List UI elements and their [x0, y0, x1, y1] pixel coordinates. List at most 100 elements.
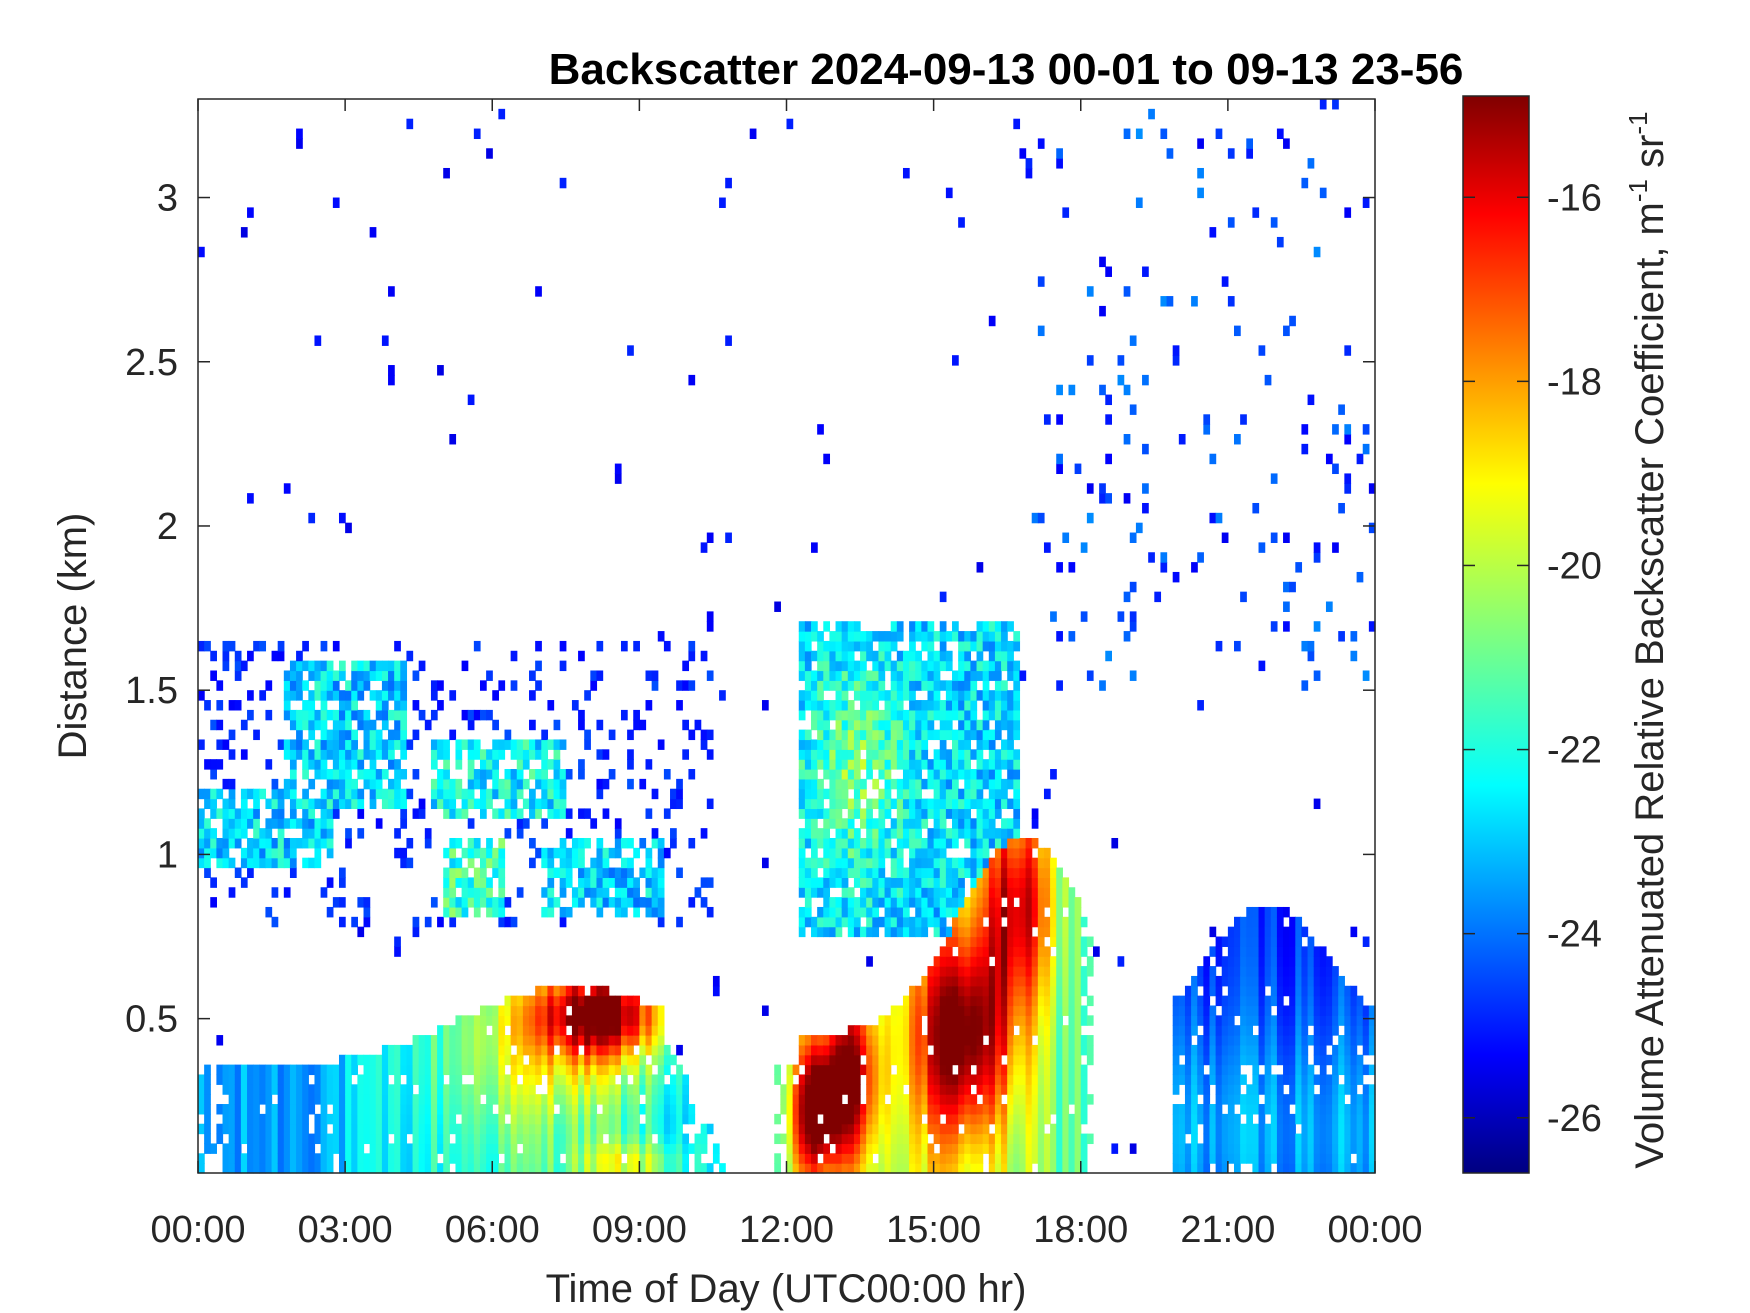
heatmap-cell [1031, 975, 1039, 987]
heatmap-cell [939, 621, 947, 632]
heatmap-cell [823, 660, 831, 672]
heatmap-cell [988, 729, 996, 741]
heatmap-cell [921, 621, 929, 632]
heatmap-cell [406, 857, 414, 869]
heatmap-cell [1295, 946, 1303, 957]
heatmap-cell [247, 1064, 254, 1076]
heatmap-cell [498, 897, 506, 908]
heatmap-cell [1197, 167, 1204, 179]
heatmap-cell [553, 1133, 561, 1145]
heatmap-cell [522, 739, 530, 750]
heatmap-cell [811, 542, 818, 553]
heatmap-cell [320, 1094, 328, 1105]
heatmap-cell [1344, 207, 1352, 218]
heatmap-cell [1350, 1044, 1358, 1056]
heatmap-cell [1191, 1025, 1198, 1036]
heatmap-cell [578, 1064, 585, 1076]
heatmap-cell [234, 660, 242, 672]
heatmap-cell [283, 1064, 291, 1076]
heatmap-cell [1056, 1104, 1063, 1115]
heatmap-cell [1246, 138, 1253, 149]
heatmap-cell [571, 1025, 579, 1036]
heatmap-cell [1031, 1094, 1039, 1105]
heatmap-cell [1307, 956, 1315, 967]
heatmap-cell [712, 1153, 720, 1164]
heatmap-cell [608, 1044, 616, 1056]
heatmap-cell [443, 847, 450, 859]
heatmap-cell [553, 1084, 561, 1095]
heatmap-cell [504, 1153, 512, 1164]
heatmap-cell [939, 1133, 947, 1145]
heatmap-cell [823, 857, 831, 869]
heatmap-cell [786, 1163, 794, 1174]
heatmap-cell [927, 867, 935, 878]
heatmap-cell [798, 1133, 806, 1145]
heatmap-cell [835, 926, 843, 938]
heatmap-cell [915, 916, 922, 928]
heatmap-cell [1283, 601, 1290, 612]
heatmap-cell [559, 867, 567, 878]
heatmap-cell [645, 1044, 653, 1056]
heatmap-cell [314, 857, 322, 869]
heatmap-cell [578, 1084, 585, 1095]
heatmap-cell [369, 1074, 377, 1085]
heatmap-cell [547, 1084, 555, 1095]
heatmap-cell [1319, 985, 1327, 997]
heatmap-cell [216, 759, 224, 770]
heatmap-cell [565, 1153, 573, 1164]
heatmap-cell [504, 1035, 512, 1046]
heatmap-cell [265, 857, 273, 869]
heatmap-cell [952, 995, 959, 1007]
heatmap-cell [388, 798, 395, 810]
heatmap-cell [467, 394, 475, 406]
heatmap-cell [449, 1064, 457, 1076]
heatmap-cell [688, 640, 696, 652]
heatmap-cell [933, 1133, 941, 1145]
heatmap-cell [884, 837, 892, 849]
heatmap-cell [1215, 985, 1223, 997]
heatmap-cell [516, 1133, 524, 1145]
heatmap-cell [620, 1123, 628, 1135]
heatmap-cell [467, 1025, 475, 1036]
heatmap-cell [614, 906, 622, 918]
heatmap-cell [915, 897, 922, 908]
heatmap-cell [835, 897, 843, 908]
heatmap-cell [1350, 1143, 1358, 1154]
heatmap-cell [982, 798, 990, 810]
heatmap-cell [964, 1025, 972, 1036]
heatmap-cell [590, 1054, 598, 1066]
heatmap-cell [467, 1064, 475, 1076]
heatmap-cell [1325, 1133, 1333, 1145]
heatmap-cell [945, 1025, 953, 1036]
heatmap-cell [1043, 788, 1051, 800]
heatmap-cell [1307, 1015, 1315, 1026]
heatmap-cell [1013, 118, 1021, 130]
heatmap-cell [927, 631, 935, 642]
heatmap-cell [915, 1044, 922, 1056]
heatmap-cell [553, 1005, 561, 1016]
heatmap-cell [1332, 1054, 1339, 1066]
heatmap-cell [1325, 1054, 1333, 1066]
heatmap-cell [792, 1153, 800, 1164]
heatmap-cell [1356, 1074, 1364, 1085]
heatmap-cell [338, 778, 346, 790]
heatmap-cell [994, 906, 1002, 918]
heatmap-cell [1013, 1133, 1021, 1145]
heatmap-cell [400, 1094, 408, 1105]
heatmap-cell [541, 1044, 549, 1056]
heatmap-cell [608, 1094, 616, 1105]
heatmap-cell [841, 759, 849, 770]
heatmap-cell [296, 1113, 303, 1125]
heatmap-cell [467, 1133, 475, 1145]
heatmap-cell [529, 1015, 536, 1026]
heatmap-cell [369, 769, 377, 780]
heatmap-cell [1301, 1133, 1309, 1145]
heatmap-cell [265, 1104, 273, 1115]
heatmap-cell [952, 857, 959, 869]
heatmap-cell [602, 1035, 610, 1046]
heatmap-cell [860, 631, 867, 642]
heatmap-cell [804, 1153, 812, 1164]
heatmap-cell [1037, 1044, 1045, 1056]
heatmap-cell [529, 749, 536, 760]
heatmap-cell [406, 1094, 414, 1105]
